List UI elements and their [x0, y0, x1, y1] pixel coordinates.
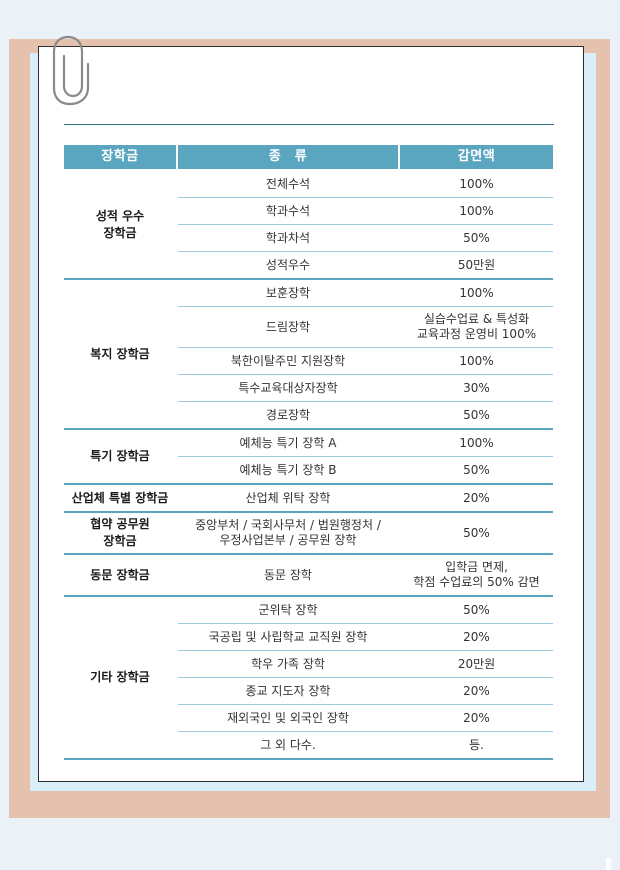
- table-body: 성적 우수 장학금 전체수석 100% 학과수석 100% 학과차석 50% 성적우수 50만원…: [64, 171, 553, 760]
- top-divider: [64, 124, 554, 125]
- row-type: 군위탁 장학: [258, 602, 318, 617]
- group-category: 특기 장학금: [90, 449, 150, 463]
- group-category: 동문 장학금: [90, 567, 150, 582]
- table-group: 협약 공무원 장학금 중앙부처 / 국회사무처 / 법원행정처 / 우정사업본부 …: [64, 513, 553, 555]
- row-type: 학과수석: [265, 203, 311, 218]
- table-row: 성적우수 50만원: [178, 252, 553, 278]
- row-amount: 20%: [463, 710, 490, 725]
- row-amount: 100%: [459, 435, 494, 450]
- row-amount: 입학금 면제, 학점 수업료의 50% 감면: [413, 560, 540, 589]
- table-group: 특기 장학금 예체능 특기 장학 A 100% 예체능 특기 장학 B 50%: [64, 430, 553, 485]
- table-group: 복지 장학금 보훈장학 100% 드림장학 실습수업료 & 특성화 교육과정 운영비 1…: [64, 280, 553, 430]
- table-row: 보훈장학 100%: [178, 280, 553, 307]
- table-group: 성적 우수 장학금 전체수석 100% 학과수석 100% 학과차석 50% 성적우수 50만원: [64, 171, 553, 280]
- table-row: 드림장학 실습수업료 & 특성화 교육과정 운영비 100%: [178, 307, 553, 348]
- paperclip-icon: [52, 35, 90, 106]
- row-type: 전체수석: [265, 176, 311, 191]
- table-row: 그 외 다수. 등.: [178, 732, 553, 758]
- table-row: 예체능 특기 장학 A 100%: [178, 430, 553, 457]
- table-row: 국공립 및 사립학교 교직원 장학 20%: [178, 624, 553, 651]
- row-amount: 100%: [459, 203, 494, 218]
- table-row: 동문 장학 입학금 면제, 학점 수업료의 50% 감면: [178, 555, 553, 595]
- group-category: 복지 장학금: [90, 346, 150, 361]
- header-type: 종 류: [178, 145, 398, 169]
- row-amount: 50%: [463, 407, 490, 422]
- table-row: 경로장학 50%: [178, 402, 553, 428]
- group-category: 협약 공무원 장학금: [90, 517, 150, 548]
- row-amount: 20%: [463, 683, 490, 698]
- row-amount: 실습수업료 & 특성화 교육과정 운영비 100%: [416, 312, 537, 341]
- row-amount: 100%: [459, 176, 494, 191]
- row-amount: 20만원: [457, 656, 496, 671]
- table-row: 예체능 특기 장학 B 50%: [178, 457, 553, 483]
- group-category: 산업체 특별 장학금: [71, 490, 169, 505]
- header-amount: 감면액: [400, 145, 553, 169]
- group-category: 성적 우수 장학금: [95, 208, 145, 240]
- row-type: 드림장학: [265, 319, 311, 334]
- table-row: 학과차석 50%: [178, 225, 553, 252]
- table-row: 산업체 위탁 장학 20%: [178, 485, 553, 511]
- row-amount: 20%: [463, 490, 490, 505]
- edge-marker: [606, 858, 611, 870]
- row-type: 성적우수: [265, 257, 311, 272]
- table-row: 재외국인 및 외국인 장학 20%: [178, 705, 553, 732]
- row-amount: 30%: [463, 380, 490, 395]
- table-row: 중앙부처 / 국회사무처 / 법원행정처 / 우정사업본부 / 공무원 장학 50…: [178, 513, 553, 553]
- row-type: 예체능 특기 장학 B: [239, 462, 337, 477]
- row-type: 재외국인 및 외국인 장학: [227, 710, 349, 725]
- row-type: 특수교육대상자장학: [238, 380, 338, 395]
- table-group: 산업체 특별 장학금 산업체 위탁 장학 20%: [64, 485, 553, 513]
- row-amount: 100%: [459, 353, 494, 368]
- row-type: 학과차석: [265, 230, 311, 245]
- table-row: 학과수석 100%: [178, 198, 553, 225]
- row-type: 중앙부처 / 국회사무처 / 법원행정처 / 우정사업본부 / 공무원 장학: [195, 518, 381, 547]
- row-amount: 50%: [463, 602, 490, 617]
- group-category: 기타 장학금: [90, 670, 150, 684]
- table-row: 전체수석 100%: [178, 171, 553, 198]
- row-type: 국공립 및 사립학교 교직원 장학: [208, 629, 368, 644]
- table-row: 학우 가족 장학 20만원: [178, 651, 553, 678]
- table-row: 군위탁 장학 50%: [178, 597, 553, 624]
- row-type: 경로장학: [265, 407, 311, 422]
- row-amount: 20%: [463, 629, 490, 644]
- row-type: 그 외 다수.: [260, 737, 316, 752]
- row-type: 동문 장학: [264, 567, 312, 582]
- header-category: 장학금: [64, 145, 176, 169]
- row-amount: 100%: [459, 285, 494, 300]
- row-type: 예체능 특기 장학 A: [239, 435, 337, 450]
- row-amount: 50만원: [457, 257, 496, 272]
- table-group: 동문 장학금 동문 장학 입학금 면제, 학점 수업료의 50% 감면: [64, 555, 553, 597]
- table-row: 특수교육대상자장학 30%: [178, 375, 553, 402]
- scholarship-table: 장학금 종 류 감면액 성적 우수 장학금 전체수석 100% 학과수석 100% 학과차…: [64, 145, 553, 760]
- table-row: 종교 지도자 장학 20%: [178, 678, 553, 705]
- row-type: 보훈장학: [265, 285, 311, 300]
- row-type: 종교 지도자 장학: [245, 683, 331, 698]
- row-type: 산업체 위탁 장학: [245, 490, 331, 505]
- row-type: 북한이탈주민 지원장학: [230, 353, 346, 368]
- table-row: 북한이탈주민 지원장학 100%: [178, 348, 553, 375]
- table-header: 장학금 종 류 감면액: [64, 145, 553, 171]
- row-amount: 50%: [463, 525, 490, 540]
- row-amount: 50%: [463, 462, 490, 477]
- row-amount: 50%: [463, 230, 490, 245]
- row-amount: 등.: [469, 737, 484, 752]
- row-type: 학우 가족 장학: [251, 656, 325, 671]
- table-group: 기타 장학금 군위탁 장학 50% 국공립 및 사립학교 교직원 장학 20% 학우 가족…: [64, 597, 553, 760]
